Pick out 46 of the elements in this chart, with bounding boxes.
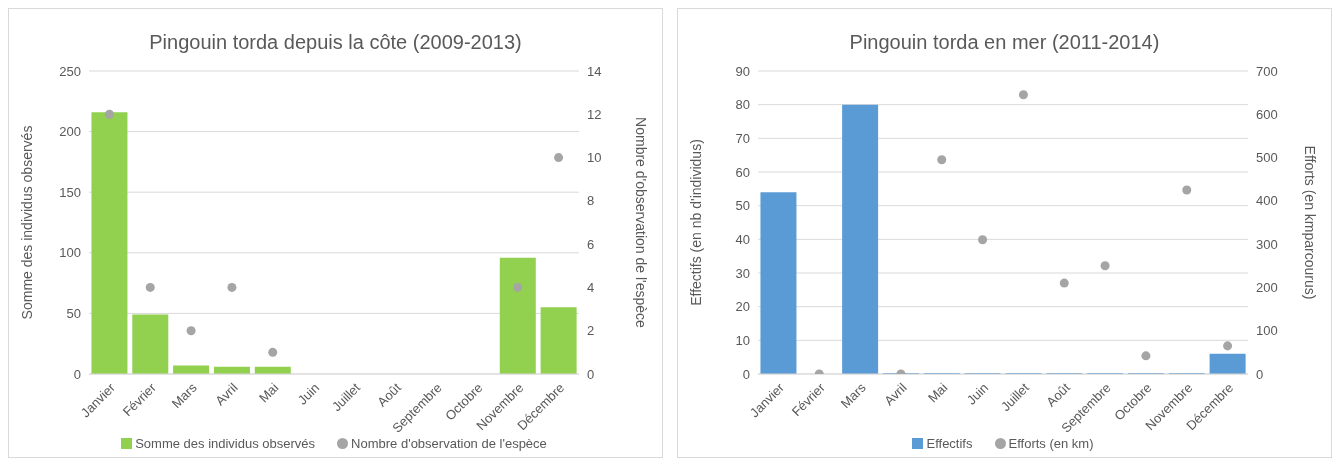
- y2-axis-title: Efforts (en kmparcourus): [1302, 145, 1319, 300]
- y2-tick-label: 400: [1256, 193, 1278, 209]
- y-tick-label: 10: [735, 332, 750, 348]
- x-tick-label: Juin: [294, 380, 323, 408]
- y-tick-label: 150: [59, 184, 81, 200]
- chart-title: Pingouin torda en mer (2011-2014): [848, 31, 1161, 55]
- y2-tick-label: 8: [587, 193, 595, 209]
- y2-tick-label: 2: [587, 323, 595, 339]
- y2-tick-label: 4: [587, 280, 595, 296]
- y2-tick-label: 600: [1256, 106, 1278, 122]
- y2-tick-label: 14: [587, 63, 602, 79]
- y-tick-label: 250: [59, 63, 81, 79]
- y2-tick-label: 500: [1256, 150, 1278, 166]
- y-tick-label: 0: [742, 366, 750, 382]
- y-tick-label: 60: [735, 164, 750, 180]
- y-tick-label: 70: [735, 130, 750, 146]
- y-tick-label: 0: [73, 366, 81, 382]
- chart-title: Pingouin torda depuis la côte (2009-2013): [148, 31, 523, 55]
- x-tick-label: Juin: [963, 380, 992, 408]
- y-tick-label: 90: [735, 63, 750, 79]
- y-axis-title: Effectifs (en nb d'individus): [687, 139, 704, 306]
- y2-tick-label: 10: [587, 150, 602, 166]
- y-axis-title: Somme des individus observés: [18, 125, 35, 320]
- y-tick-label: 50: [735, 198, 750, 214]
- y2-tick-label: 0: [1256, 366, 1264, 382]
- y2-tick-label: 6: [587, 236, 595, 252]
- y-tick-label: 20: [735, 299, 750, 315]
- y2-axis-title: Nombre d'observation de l'espèce: [633, 117, 650, 329]
- y-tick-label: 30: [735, 265, 750, 281]
- y2-tick-label: 700: [1256, 63, 1278, 79]
- y2-tick-label: 12: [587, 106, 602, 122]
- legend-label: Effectifs: [925, 436, 973, 451]
- y-tick-label: 100: [59, 245, 81, 261]
- legend-label: Somme des individus observés: [134, 436, 316, 451]
- y2-tick-label: 200: [1256, 280, 1278, 296]
- y2-tick-label: 300: [1256, 236, 1278, 252]
- x-tick-label: Mai: [255, 379, 282, 406]
- legend-label: Nombre d'observation de l'espèce: [350, 436, 547, 451]
- y2-tick-label: 100: [1256, 323, 1278, 339]
- y-tick-label: 40: [735, 231, 750, 247]
- y2-tick-label: 0: [587, 366, 595, 382]
- legend-label: Efforts (en km): [1007, 436, 1094, 451]
- y-tick-label: 200: [59, 124, 81, 140]
- y-tick-label: 80: [735, 97, 750, 113]
- x-tick-label: Mai: [924, 379, 951, 406]
- y-tick-label: 50: [66, 306, 81, 322]
